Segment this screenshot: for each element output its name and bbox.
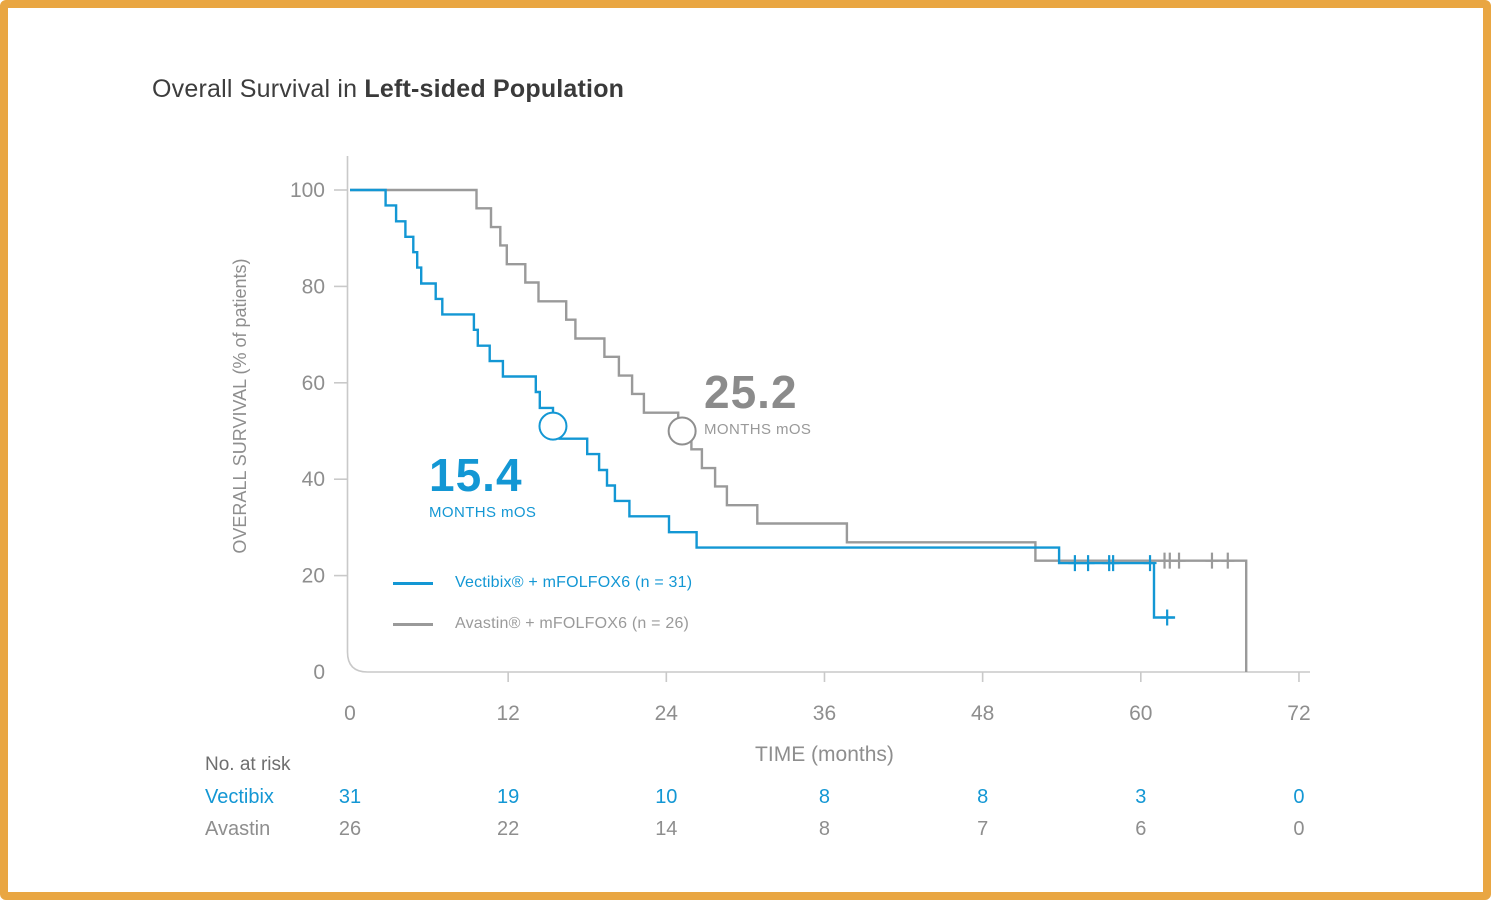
risk-value-avastin-m24: 14 <box>655 818 678 840</box>
risk-value-avastin-m60: 6 <box>1135 818 1147 840</box>
median-caption-vectibix: MONTHS mOS <box>429 504 537 521</box>
y-axis-tick-label: 60 <box>302 372 325 395</box>
median-annotation-avastin: 25.2 MONTHS mOS <box>704 369 811 437</box>
risk-value-vectibix-m72: 0 <box>1293 786 1305 808</box>
y-axis-tick-label: 100 <box>290 179 325 202</box>
risk-value-vectibix-m36: 8 <box>818 786 831 808</box>
median-value-avastin: 25.2 <box>704 366 798 418</box>
risk-value-vectibix-m24: 10 <box>655 786 678 808</box>
censor-mark-vectibix <box>1106 555 1120 572</box>
chart-title-emphasis: Left-sided Population <box>364 75 625 103</box>
risk-value-avastin-m0: 26 <box>338 818 362 840</box>
legend-item-avastin: Avastin® + mFOLFOX6 (n = 26) <box>393 609 692 639</box>
legend-label-avastin: Avastin® + mFOLFOX6 (n = 26) <box>455 615 690 632</box>
censor-mark-avastin <box>1205 552 1219 569</box>
x-axis-tick-label: 72 <box>1287 702 1310 725</box>
x-axis-tick-label: 12 <box>496 702 519 725</box>
risk-row-label-avastin: Avastin <box>205 818 271 840</box>
risk-value-vectibix-m0: 31 <box>338 786 362 808</box>
legend-line-swatch-avastin <box>393 622 433 626</box>
censor-mark-vectibix <box>1081 555 1095 572</box>
x-axis-tick-label: 48 <box>971 702 994 725</box>
median-value-vectibix: 15.4 <box>429 449 523 501</box>
risk-value-avastin-m72: 0 <box>1293 818 1305 840</box>
y-axis-tick-label: 20 <box>302 565 325 588</box>
y-axis-tick-label: 0 <box>313 661 325 684</box>
legend-label-vectibix: Vectibix® + mFOLFOX6 (n = 31) <box>455 574 693 591</box>
median-caption-avastin: MONTHS mOS <box>704 421 812 438</box>
censor-mark-avastin <box>1221 552 1235 569</box>
x-axis-tick-label: 36 <box>813 702 836 725</box>
y-axis-title: OVERALL SURVIVAL (% of patients) <box>230 258 250 553</box>
censor-mark-avastin <box>1163 552 1177 569</box>
x-axis-tick-label: 60 <box>1129 702 1152 725</box>
risk-row-label-vectibix: Vectibix <box>205 786 274 808</box>
censor-mark-avastin <box>1158 552 1172 569</box>
y-axis-tick-label: 40 <box>302 468 325 491</box>
legend: Vectibix® + mFOLFOX6 (n = 31) Avastin® +… <box>393 568 692 650</box>
x-axis-title: TIME (months) <box>755 743 894 766</box>
x-axis-tick-label: 24 <box>655 702 679 725</box>
risk-value-vectibix-m12: 19 <box>497 786 520 808</box>
censor-mark-vectibix <box>1143 555 1157 572</box>
censor-mark-vectibix <box>1102 555 1116 572</box>
y-axis-tick-label: 80 <box>302 275 325 298</box>
x-axis-tick-label: 0 <box>344 702 356 725</box>
censor-mark-vectibix <box>1068 555 1082 572</box>
chart-title: Overall Survival in Left-sided Populatio… <box>152 75 624 104</box>
risk-table-title: No. at risk <box>205 754 291 775</box>
chart-title-prefix: Overall Survival in <box>152 75 365 103</box>
censor-mark-vectibix <box>1160 609 1174 626</box>
risk-value-avastin-m12: 22 <box>497 818 520 840</box>
risk-value-vectibix-m60: 3 <box>1135 786 1147 808</box>
risk-value-avastin-m36: 8 <box>818 818 831 840</box>
censor-mark-avastin <box>1172 552 1186 569</box>
risk-value-vectibix-m48: 8 <box>977 786 989 808</box>
risk-value-avastin-m48: 7 <box>977 818 989 840</box>
legend-item-vectibix: Vectibix® + mFOLFOX6 (n = 31) <box>393 568 692 598</box>
median-annotation-vectibix: 15.4 MONTHS mOS <box>429 452 536 520</box>
median-marker-vectibix <box>538 411 568 441</box>
legend-line-swatch-vectibix <box>393 581 433 585</box>
median-marker-avastin <box>667 416 697 446</box>
